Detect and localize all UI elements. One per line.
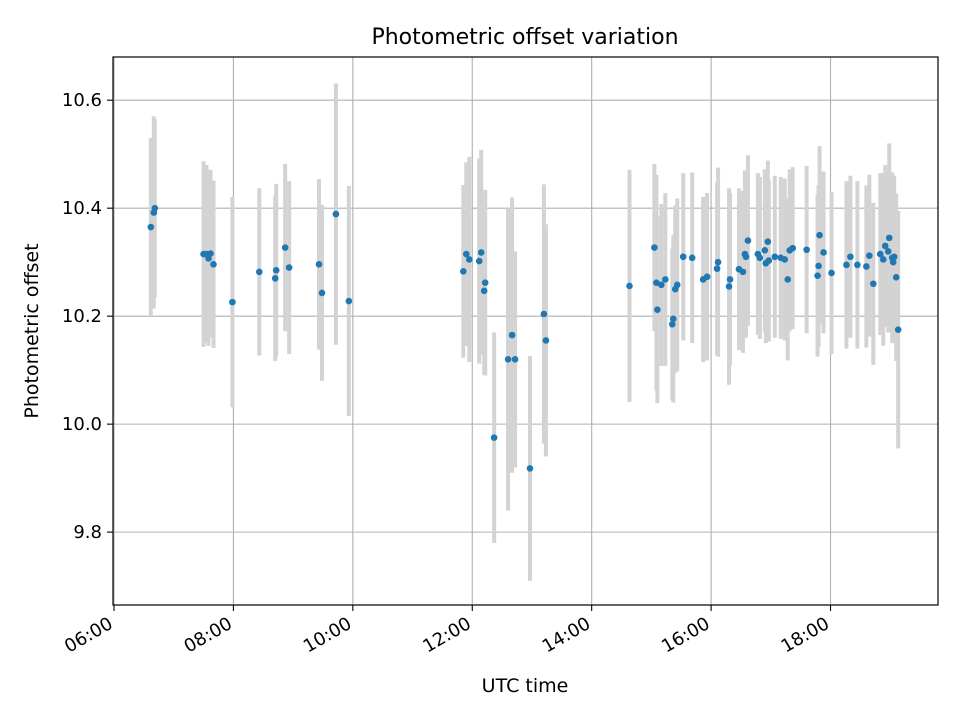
data-point xyxy=(743,253,750,260)
data-point xyxy=(626,283,633,290)
data-point xyxy=(651,244,658,251)
data-point xyxy=(870,280,877,287)
data-point xyxy=(815,263,822,270)
data-point xyxy=(316,261,323,268)
data-point xyxy=(273,267,280,274)
data-point xyxy=(762,247,769,254)
data-point xyxy=(704,273,711,280)
data-point xyxy=(491,434,498,441)
data-point xyxy=(886,235,893,242)
data-point xyxy=(256,269,263,276)
data-point xyxy=(803,246,810,253)
y-axis-label: Photometric offset xyxy=(21,243,43,418)
chart: Photometric offset variation 06:0008:001… xyxy=(0,0,960,720)
y-tick-label: 9.8 xyxy=(73,522,102,543)
data-point xyxy=(658,282,665,289)
data-point xyxy=(880,256,887,263)
data-point xyxy=(847,253,854,260)
data-point xyxy=(482,279,489,286)
data-point xyxy=(843,262,850,269)
data-point xyxy=(654,306,661,313)
data-point xyxy=(541,311,548,318)
data-point xyxy=(891,253,898,260)
data-point xyxy=(816,232,823,239)
y-tick-label: 10.4 xyxy=(62,198,102,219)
data-point xyxy=(680,253,687,260)
data-point xyxy=(466,256,473,263)
data-point xyxy=(689,255,696,262)
data-point xyxy=(757,255,764,262)
x-axis-label: UTC time xyxy=(482,675,569,697)
data-point xyxy=(148,224,155,231)
data-point xyxy=(319,290,326,297)
data-point xyxy=(766,257,773,264)
data-point xyxy=(745,237,752,244)
data-point xyxy=(765,238,772,245)
data-point xyxy=(282,244,289,251)
data-point xyxy=(789,245,796,252)
data-point xyxy=(820,249,827,256)
data-point xyxy=(866,252,873,259)
data-point xyxy=(715,259,722,266)
data-point xyxy=(478,249,485,256)
data-point xyxy=(509,332,516,339)
data-point xyxy=(346,298,353,305)
data-point xyxy=(476,258,483,265)
data-point xyxy=(286,264,293,271)
data-point xyxy=(229,299,236,306)
data-point xyxy=(784,276,791,283)
data-point xyxy=(543,337,550,344)
data-point xyxy=(662,276,669,283)
data-point xyxy=(272,275,279,282)
data-point xyxy=(527,465,534,472)
data-point xyxy=(863,263,870,270)
y-tick-label: 10.0 xyxy=(62,414,102,435)
data-point xyxy=(771,253,778,260)
data-point xyxy=(333,211,340,218)
data-point xyxy=(727,276,734,283)
data-point xyxy=(460,268,467,275)
data-point xyxy=(781,256,788,263)
data-point xyxy=(895,326,902,333)
data-point xyxy=(674,282,681,289)
data-point xyxy=(151,205,158,212)
data-point xyxy=(885,248,892,255)
data-point xyxy=(726,283,733,290)
chart-title: Photometric offset variation xyxy=(371,25,678,50)
data-point xyxy=(481,287,488,294)
y-tick-label: 10.6 xyxy=(62,90,102,111)
data-point xyxy=(670,316,677,323)
data-point xyxy=(814,272,821,279)
data-point xyxy=(893,274,900,281)
data-point xyxy=(854,262,861,269)
y-tick-label: 10.2 xyxy=(62,306,102,327)
data-point xyxy=(512,356,519,363)
data-point xyxy=(505,356,512,363)
data-point xyxy=(210,261,217,268)
data-point xyxy=(828,270,835,277)
data-point xyxy=(740,269,747,276)
data-point xyxy=(714,265,721,272)
data-point xyxy=(207,250,214,257)
